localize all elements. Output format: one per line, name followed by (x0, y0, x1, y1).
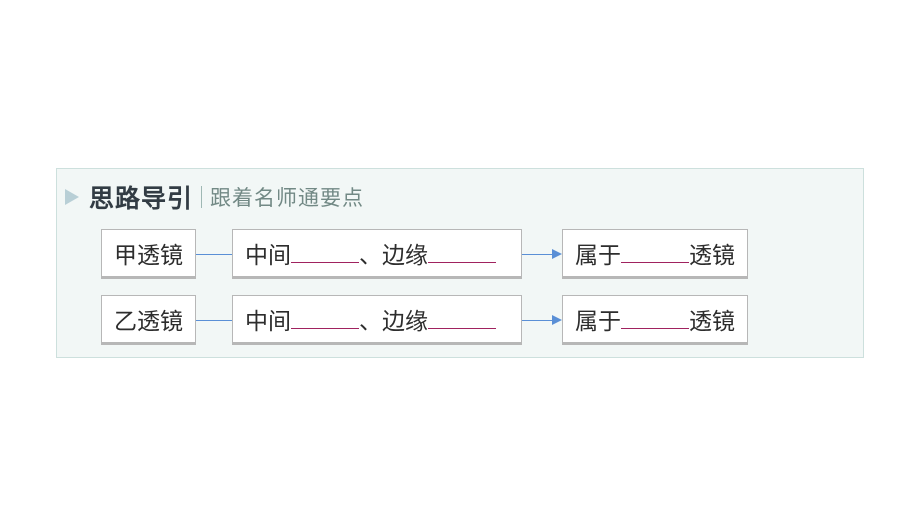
row1-result-box: 属于 透镜 (562, 229, 748, 279)
arrow-icon (522, 249, 562, 259)
row1-res-prefix: 属于 (575, 236, 621, 270)
flow-row-1: 甲透镜 中间 、边缘 属于 透镜 (101, 229, 843, 279)
fill-blank[interactable] (291, 240, 359, 263)
row1-mid-sep: 、边缘 (359, 236, 428, 270)
fill-blank[interactable] (621, 240, 689, 263)
connector-line (196, 254, 232, 255)
row2-label: 乙透镜 (114, 302, 183, 336)
flow-row-2: 乙透镜 中间 、边缘 属于 透镜 (101, 295, 843, 345)
row1-middle-box: 中间 、边缘 (232, 229, 522, 279)
row1-mid-prefix: 中间 (245, 236, 291, 270)
row1-label: 甲透镜 (114, 236, 183, 270)
row2-label-box: 乙透镜 (101, 295, 196, 345)
fill-blank[interactable] (428, 240, 496, 263)
arrow-icon (522, 315, 562, 325)
row2-mid-sep: 、边缘 (359, 302, 428, 336)
title-divider (201, 186, 202, 208)
row1-label-box: 甲透镜 (101, 229, 196, 279)
row1-res-suffix: 透镜 (689, 236, 735, 270)
heading-row: 思路导引 跟着名师通要点 (57, 169, 863, 221)
fill-blank[interactable] (621, 306, 689, 329)
panel-title: 思路导引 (89, 179, 193, 215)
panel-subtitle: 跟着名师通要点 (210, 182, 364, 212)
row2-res-suffix: 透镜 (689, 302, 735, 336)
row2-mid-prefix: 中间 (245, 302, 291, 336)
triangle-icon (65, 189, 79, 205)
guide-panel: 思路导引 跟着名师通要点 甲透镜 中间 、边缘 属于 透镜 (56, 168, 864, 358)
fill-blank[interactable] (291, 306, 359, 329)
row2-result-box: 属于 透镜 (562, 295, 748, 345)
fill-blank[interactable] (428, 306, 496, 329)
flow-rows: 甲透镜 中间 、边缘 属于 透镜 乙透镜 (57, 221, 863, 345)
row2-res-prefix: 属于 (575, 302, 621, 336)
connector-line (196, 320, 232, 321)
row2-middle-box: 中间 、边缘 (232, 295, 522, 345)
